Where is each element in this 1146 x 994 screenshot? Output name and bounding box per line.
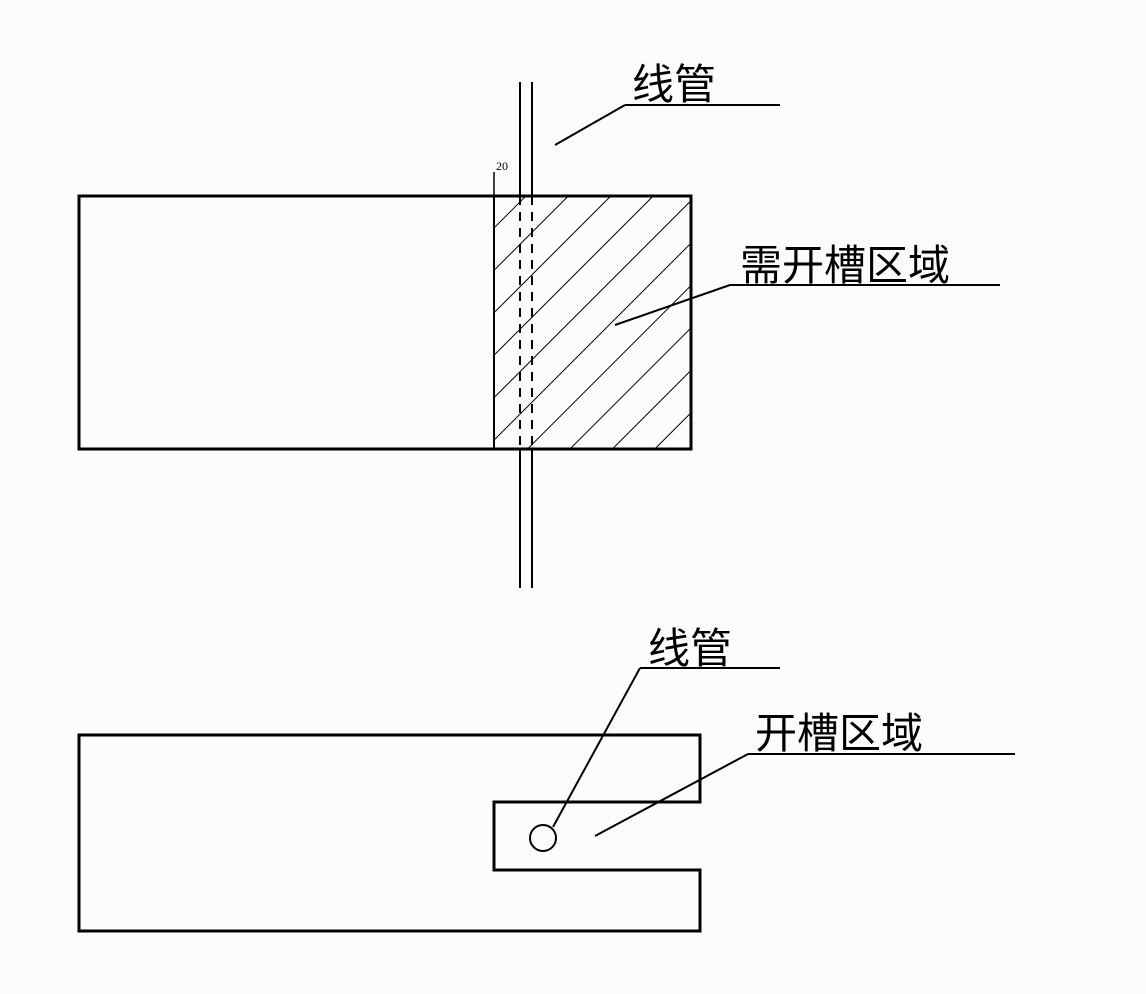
bottom-outline <box>79 735 700 931</box>
bottom-slot-leader-diag <box>595 754 748 836</box>
top-hatch-label: 需开槽区域 <box>740 244 950 290</box>
bottom-slot-label: 开槽区域 <box>755 712 923 758</box>
bottom-pipe-label: 线管 <box>648 627 732 673</box>
top-hatch-region <box>494 196 691 449</box>
bottom-pipe-circle <box>530 825 556 851</box>
top-pipe-label: 线管 <box>632 63 716 109</box>
diagram-canvas: 20 线管 需开槽区域 线管 开槽区域 <box>0 0 1146 994</box>
top-pipe-leader-diag <box>555 105 625 145</box>
dim-20-label: 20 <box>496 159 508 173</box>
